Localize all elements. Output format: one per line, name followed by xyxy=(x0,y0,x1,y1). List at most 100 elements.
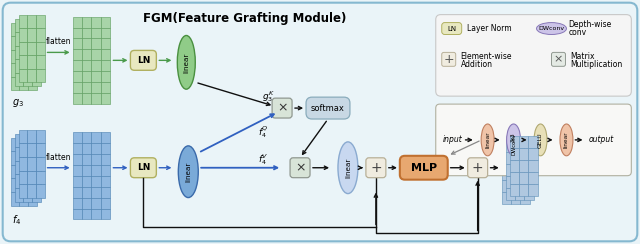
Bar xyxy=(101,17,111,28)
Bar xyxy=(101,198,111,209)
Bar xyxy=(520,180,529,192)
Bar xyxy=(82,82,92,93)
Text: +: + xyxy=(370,161,381,175)
Bar xyxy=(524,188,534,200)
Text: softmax: softmax xyxy=(311,104,345,112)
Bar xyxy=(72,154,82,165)
Bar xyxy=(28,152,36,165)
FancyBboxPatch shape xyxy=(3,3,637,241)
Ellipse shape xyxy=(177,35,195,89)
Bar xyxy=(509,148,519,160)
FancyBboxPatch shape xyxy=(552,52,566,66)
Bar xyxy=(72,187,82,198)
Bar xyxy=(28,143,36,157)
Bar xyxy=(82,39,92,50)
Bar xyxy=(32,73,40,86)
Ellipse shape xyxy=(560,124,573,156)
Bar xyxy=(506,176,515,188)
Bar xyxy=(15,32,23,46)
Bar xyxy=(19,138,28,152)
Text: linear: linear xyxy=(345,158,351,178)
Text: $f_4^V$: $f_4^V$ xyxy=(258,152,269,167)
Bar xyxy=(92,143,101,154)
Bar xyxy=(19,171,28,184)
Text: DWconv: DWconv xyxy=(511,133,516,155)
Bar xyxy=(11,77,19,90)
Bar xyxy=(32,188,40,202)
Bar xyxy=(28,184,36,198)
Bar xyxy=(92,154,101,165)
Bar xyxy=(28,178,36,192)
Bar xyxy=(82,60,92,71)
Bar xyxy=(101,143,111,154)
Bar xyxy=(72,71,82,82)
Text: MLP: MLP xyxy=(411,163,437,173)
Bar xyxy=(32,147,40,161)
Bar xyxy=(509,136,519,148)
Bar xyxy=(92,50,101,60)
Bar xyxy=(92,39,101,50)
Bar xyxy=(28,28,36,42)
Bar xyxy=(92,165,101,176)
Bar xyxy=(82,143,92,154)
FancyBboxPatch shape xyxy=(131,158,156,178)
Bar xyxy=(28,138,36,152)
Bar xyxy=(101,39,111,50)
Bar xyxy=(19,184,28,198)
Bar xyxy=(72,93,82,104)
Bar xyxy=(72,209,82,219)
Bar xyxy=(82,209,92,219)
Text: +: + xyxy=(472,161,483,175)
Text: Element-wise: Element-wise xyxy=(461,52,512,61)
Text: ×: × xyxy=(277,102,287,115)
Bar xyxy=(19,130,28,143)
Text: output: output xyxy=(588,135,614,144)
Text: $g_3^K$: $g_3^K$ xyxy=(262,89,275,104)
Bar xyxy=(28,63,36,77)
Bar xyxy=(520,168,529,180)
Text: $f_4^Q$: $f_4^Q$ xyxy=(258,124,269,140)
Bar xyxy=(72,165,82,176)
Bar xyxy=(502,144,511,156)
Text: linear: linear xyxy=(485,132,490,148)
Bar xyxy=(101,50,111,60)
Text: ×: × xyxy=(295,161,305,174)
Bar xyxy=(28,171,36,184)
Text: FGM(Feature Grafting Module): FGM(Feature Grafting Module) xyxy=(143,12,347,25)
Bar xyxy=(23,134,32,147)
Bar xyxy=(28,50,36,63)
Bar xyxy=(524,164,534,176)
Bar xyxy=(19,178,28,192)
Bar xyxy=(32,59,40,73)
Bar xyxy=(502,168,511,180)
Bar xyxy=(23,32,32,46)
Bar xyxy=(15,147,23,161)
Bar xyxy=(19,77,28,90)
Bar xyxy=(28,165,36,178)
Bar xyxy=(15,73,23,86)
Bar xyxy=(92,187,101,198)
Bar xyxy=(82,176,92,187)
Bar xyxy=(524,176,534,188)
Bar xyxy=(528,160,538,172)
Text: $g_3$: $g_3$ xyxy=(12,97,24,109)
Text: conv: conv xyxy=(568,28,587,37)
Bar xyxy=(92,17,101,28)
Bar xyxy=(15,188,23,202)
Bar xyxy=(36,42,45,55)
Bar xyxy=(72,50,82,60)
FancyBboxPatch shape xyxy=(468,158,488,178)
Bar xyxy=(82,132,92,143)
Bar xyxy=(36,28,45,42)
Bar xyxy=(101,93,111,104)
Text: input: input xyxy=(443,135,463,144)
Bar xyxy=(28,130,36,143)
Bar xyxy=(528,184,538,196)
Bar xyxy=(82,187,92,198)
Bar xyxy=(19,28,28,42)
Bar xyxy=(101,165,111,176)
Bar xyxy=(36,157,45,171)
Text: flatten: flatten xyxy=(46,153,71,162)
Bar xyxy=(28,192,36,205)
FancyBboxPatch shape xyxy=(306,97,350,119)
